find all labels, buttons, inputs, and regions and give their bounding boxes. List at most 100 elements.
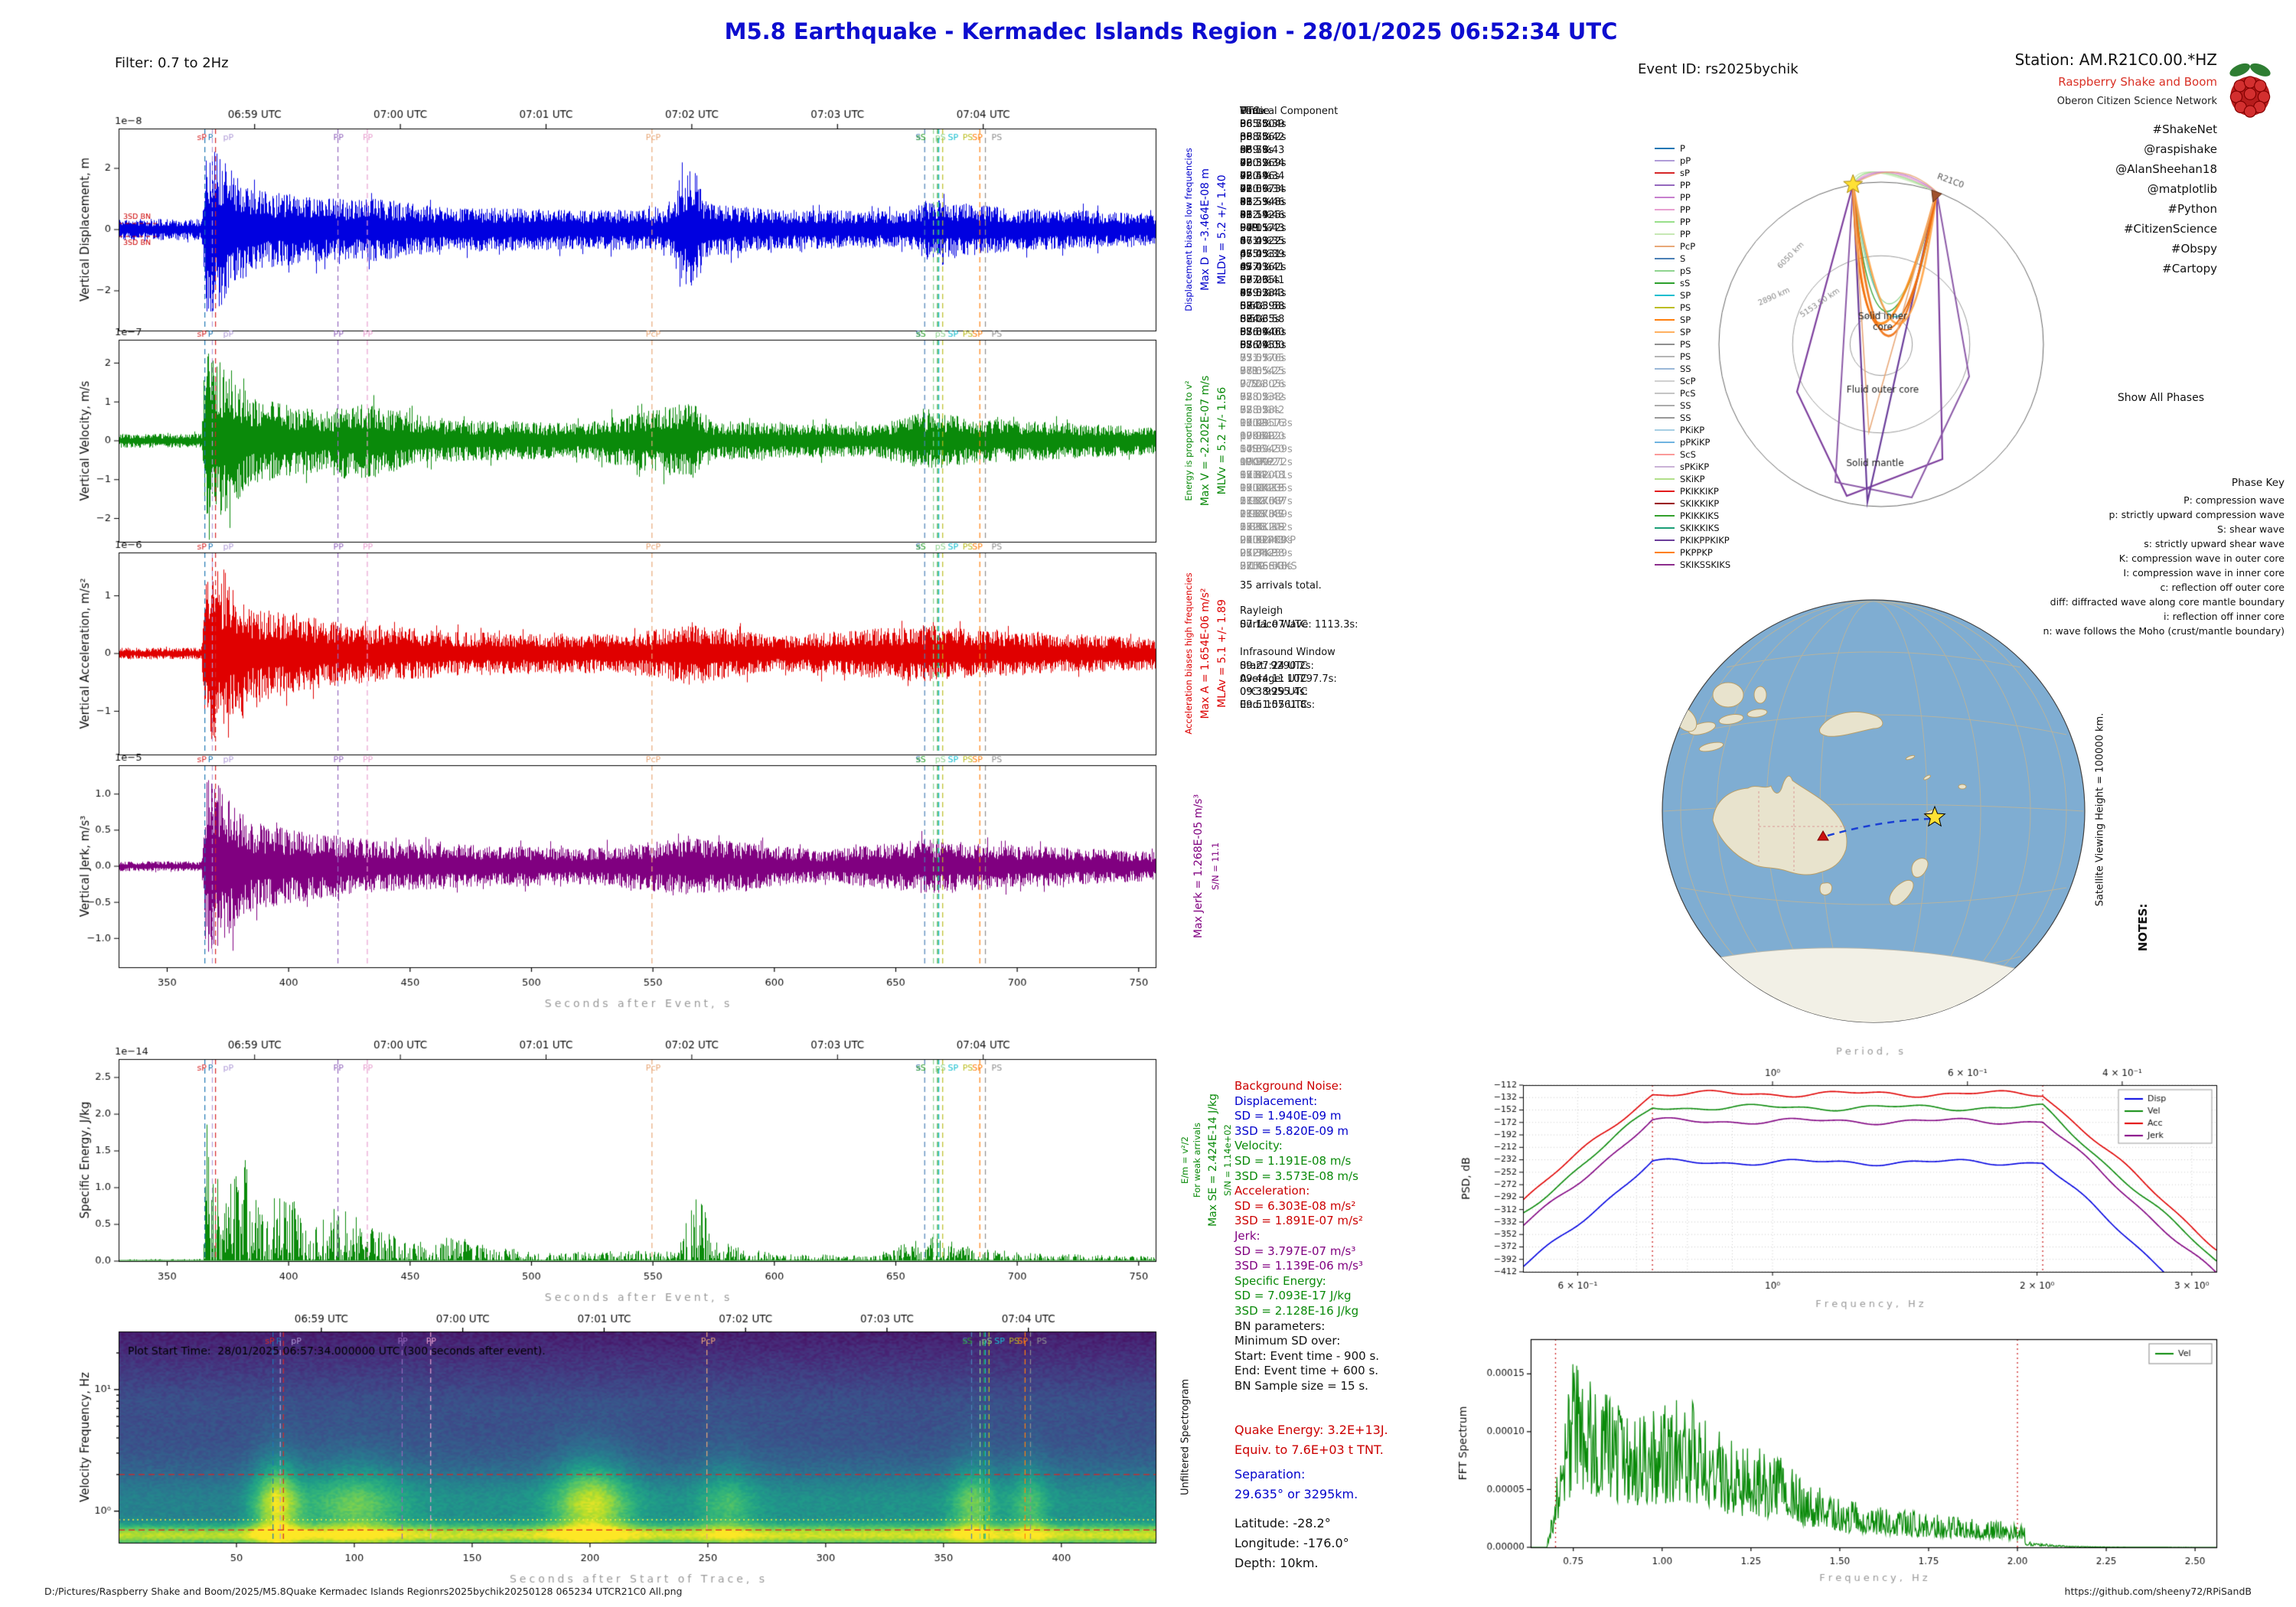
social-tag: #ShakeNet: [2152, 122, 2218, 136]
legend-line-sample: [1655, 209, 1675, 210]
infrasound-row: Start: 9290.2s: 09:27:24 UTC: [1240, 660, 1314, 672]
noise-line: 3SD = 3.573E-08 m/s: [1234, 1169, 1358, 1183]
brand-name: Raspberry Shake and Boom: [2058, 75, 2217, 89]
legend-line-sample: [1655, 393, 1675, 394]
table-row: SP 667.65s 07:03:41 57.2%: [1240, 275, 1285, 286]
noise-line: 3SD = 5.820E-09 m: [1234, 1123, 1349, 1138]
social-tag: @raspishake: [2144, 142, 2217, 156]
legend-line-sample: [1655, 295, 1675, 296]
satellite-height-label: Satellite Viewing Height = 100000 km.: [2094, 712, 2106, 907]
legend-line-sample: [1655, 539, 1675, 541]
table-row: ScS 1006.459s 07:09:20 14.3%: [1240, 444, 1293, 455]
longitude: Longitude: -176.0°: [1234, 1536, 1349, 1550]
noise-line: SD = 1.940E-09 m: [1234, 1109, 1342, 1123]
globe-map: [1662, 599, 2086, 1023]
table-row: PS 686.955s 07:04:00 57.7%: [1240, 340, 1287, 351]
acceleration-max: Max A = 1.654E-06 m/s²: [1199, 588, 1212, 719]
page-title: M5.8 Earthquake - Kermadec Islands Regio…: [724, 18, 1618, 44]
table-row: PcP 549.572s 07:01:43 99.1%: [1240, 223, 1287, 234]
phase-table-header: Phase Time UTC Vertical Component: [1240, 106, 1538, 119]
noise-line: Acceleration:: [1234, 1184, 1310, 1198]
rayleigh-utc: 07:11:07 UTC: [1240, 619, 1308, 631]
new-guinea: [1819, 711, 1883, 737]
noise-line: Velocity:: [1234, 1139, 1283, 1153]
energy-max: Max SE = 2.424E-14 J/kg: [1207, 1094, 1219, 1227]
phase-key-title: Phase Key: [2231, 477, 2285, 489]
legend-line-sample: [1655, 417, 1675, 419]
australia: [1712, 775, 1848, 875]
legend-line-sample: [1655, 515, 1675, 517]
table-row: PKPPKP 2524.239s 07:34:38 97.3%: [1240, 548, 1293, 559]
table-row: ScP 771.542s 07:05:25 98.6%: [1240, 366, 1287, 377]
table-row: PP 420.673s 06:59:34 71.0%: [1240, 184, 1287, 195]
social-tag: @AlanSheehan18: [2115, 162, 2217, 176]
phase-table: Phase Time UTC Vertical Component P 365.5…: [1240, 106, 1538, 574]
noise-line: Start: Event time - 900 s.: [1234, 1348, 1380, 1363]
table-row: PP 432.425s 06:59:46 81.1%: [1240, 210, 1287, 221]
legend-line-sample: [1655, 331, 1675, 333]
phase-table-rows: P 365.504s 06:58:39 88.7% pP 368.562s 06:58:42…: [1240, 119, 1538, 574]
phase-key-line: s: strictly upward shear wave: [2144, 538, 2285, 549]
event-star-marker: [1923, 805, 1946, 827]
table-row: SKIKKIKP 2112.637s 07:27:47 1.9%: [1240, 496, 1293, 507]
energy-note: For weak arrivals: [1192, 1122, 1202, 1198]
rayleigh-block: Rayleigh Surface Wave: 1113.3s: 07:11:07…: [1240, 605, 1358, 631]
phase-key-line: diff: diffracted wave along core mantle …: [2050, 596, 2285, 608]
phase-key-line: K: compression wave in outer core: [2118, 553, 2285, 564]
legend-line-sample: [1655, 454, 1675, 455]
noise-line: BN parameters:: [1234, 1319, 1326, 1333]
table-row: PKIKKIKS 2113.889s 07:27:47 1.9%: [1240, 509, 1293, 520]
jerk-snr: S/N = 11.1: [1210, 842, 1221, 891]
phase-key-line: c: reflection off outer core: [2160, 582, 2285, 593]
infrasound-block: Infrasound Window Start: 9290.2s: 09:27:2…: [1240, 646, 1337, 712]
infrasound-row: 0°C: 9955.4s: 09:38:29 UTC: [1240, 686, 1309, 698]
arrivals-total: 35 arrivals total.: [1240, 580, 1322, 592]
displacement-max: Max D = -3.464E-08 m: [1199, 168, 1212, 291]
col-component: Vertical Component: [1240, 106, 1339, 117]
legend-line-sample: [1655, 356, 1675, 357]
legend-line-sample: [1655, 148, 1675, 149]
noise-line: SD = 3.797E-07 m/s³: [1234, 1244, 1356, 1258]
legend-line-sample: [1655, 184, 1675, 186]
jerk-max: Max Jerk = 1.268E-05 m/s³: [1192, 794, 1205, 939]
legend-line-sample: [1655, 405, 1675, 406]
table-row: SS 788.28s 07:05:42 62.3%: [1240, 405, 1285, 416]
table-row: SS 751.776s 07:05:05 73.5%: [1240, 353, 1287, 364]
legend-line-sample: [1655, 307, 1675, 308]
tnt-equivalent: Equiv. to 7.6E+03 t TNT.: [1234, 1442, 1384, 1457]
table-row: pS 665.531s 07:03:39 47.4%: [1240, 249, 1287, 260]
table-row: PKIKPPKIKP 2409.489s 07:32:43 99.9%: [1240, 535, 1296, 546]
table-row: pPKiKP 1006.02s 07:09:20 99.9%: [1240, 431, 1287, 442]
acceleration-annotation-note: Acceleration biases high frequencies: [1183, 572, 1194, 735]
notes-label: NOTES:: [2136, 903, 2150, 952]
social-tag: #Obspy: [2170, 242, 2217, 256]
phase-key-line: i: reflection off inner core: [2164, 611, 2285, 622]
legend-line-sample: [1655, 282, 1675, 284]
phase-key-lines: P: compression wave p: strictly upward co…: [2043, 493, 2285, 638]
legend-line-sample: [1655, 429, 1675, 431]
legend-line-sample: [1655, 233, 1675, 235]
infrasound-row: End: 10761.8s: 09:51:55 UTC: [1240, 699, 1316, 711]
station-id: Station: AM.R21C0.00.*HZ: [2014, 51, 2217, 69]
infrasound-row: Average: 10297.7s: 09:44:11 UTC: [1240, 673, 1337, 685]
table-row: sS 667.162s 07:03:41 47.4%: [1240, 262, 1287, 273]
table-row: P 365.504s 06:58:39 88.7%: [1240, 119, 1287, 130]
quake-summary: Quake Energy: 3.2E+13J. Equiv. to 7.6E+0…: [1234, 1420, 1388, 1573]
table-row: PS 669.284s 07:03:43 47.5%: [1240, 288, 1287, 299]
infrasound-rows: Start: 9290.2s: 09:27:24 UTC Average: 1029…: [1240, 660, 1337, 712]
table-row: PP 432.348s 06:59:46 81.5%: [1240, 197, 1287, 208]
displacement-annotation-note: Displacement biases low frequencies: [1183, 148, 1194, 311]
main-plots-canvas: [0, 92, 1209, 1584]
legend-line-sample: [1655, 246, 1675, 247]
background-noise-block: Background Noise: Displacement: SD = 1.940…: [1234, 1079, 1379, 1393]
legend-line-sample: [1655, 478, 1675, 480]
table-row: PKIKKIKP 1901.235s 07:24:15 99.9%: [1240, 483, 1293, 494]
social-tag: @matplotlib: [2147, 182, 2217, 196]
noise-line: Minimum SD over:: [1234, 1334, 1341, 1348]
phase-key-line: p: strictly upward compression wave: [2108, 509, 2285, 520]
noise-line: Displacement:: [1234, 1094, 1318, 1108]
table-row: SKiKP 1214.001s 07:12:48 99.9%: [1240, 470, 1293, 481]
table-row: PP 420.46s 06:59:34 72.4%: [1240, 171, 1285, 182]
nz-south-island: [1889, 879, 1914, 906]
